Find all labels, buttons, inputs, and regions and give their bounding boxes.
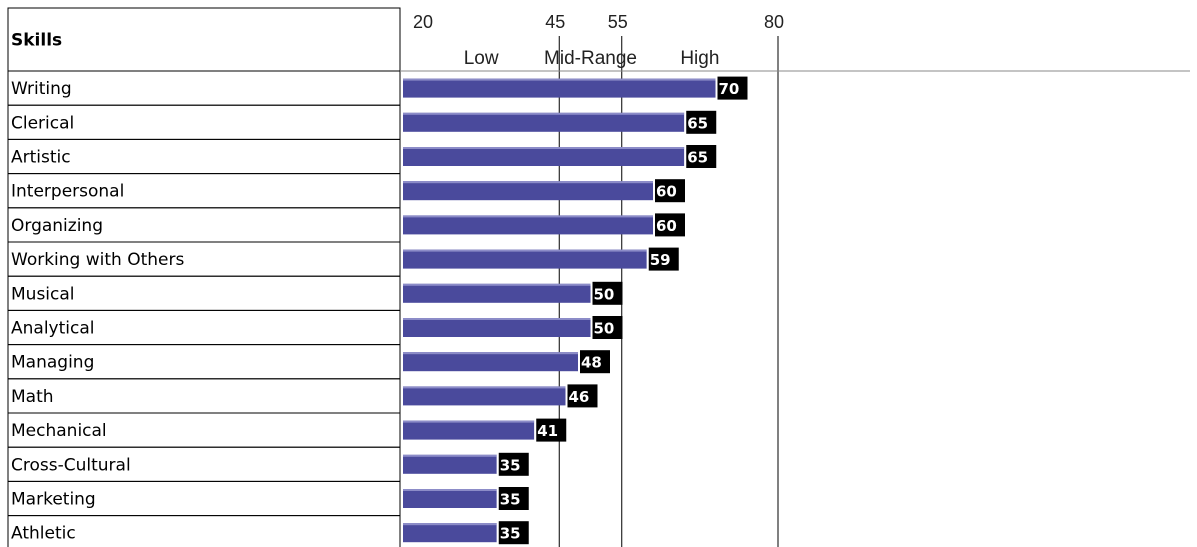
value-label-bg — [686, 145, 717, 168]
skill-bar — [403, 454, 497, 474]
x-tick-label: 45 — [545, 12, 565, 32]
value-label-bg — [580, 350, 610, 374]
value-label: 46 — [569, 388, 590, 406]
value-label: 60 — [656, 183, 677, 201]
skill-label: Working with Others — [11, 250, 184, 270]
value-label: 41 — [537, 422, 558, 440]
skill-label: Math — [11, 387, 54, 407]
skill-bar-highlight — [403, 352, 578, 355]
value-label: 65 — [687, 149, 708, 167]
skill-label: Mechanical — [11, 421, 107, 441]
skill-bar-highlight — [403, 249, 647, 252]
skill-bar — [403, 420, 535, 440]
skill-bar — [403, 318, 591, 337]
skill-label: Writing — [11, 79, 72, 99]
skill-label: Cross-Cultural — [11, 455, 131, 475]
skill-label: Clerical — [11, 113, 74, 133]
value-label: 59 — [650, 251, 671, 269]
skill-bar-highlight — [403, 112, 685, 115]
value-label-bg — [592, 281, 623, 305]
skill-bar — [403, 489, 497, 508]
value-label-bg — [717, 76, 748, 100]
skill-bar-highlight — [403, 420, 535, 423]
skill-bar-highlight — [403, 78, 716, 81]
skill-bar-highlight — [403, 523, 497, 526]
value-label: 35 — [500, 491, 521, 509]
value-label-bg — [498, 487, 529, 510]
skill-label: Organizing — [11, 216, 103, 236]
skill-bar-highlight — [403, 489, 497, 491]
value-label-bg — [686, 110, 717, 134]
skills-header-label: Skills — [11, 31, 62, 51]
skill-bar — [403, 352, 578, 372]
skill-bar — [403, 215, 653, 235]
value-label: 50 — [594, 285, 615, 303]
skill-bar — [403, 523, 497, 543]
skill-label: Managing — [11, 353, 94, 373]
value-label: 50 — [594, 320, 615, 338]
value-label-bg — [567, 384, 598, 408]
skill-bar-highlight — [403, 215, 653, 218]
value-label-bg — [498, 521, 529, 545]
value-label: 35 — [500, 525, 521, 543]
x-tick-label: 80 — [764, 12, 784, 32]
band-label: Mid-Range — [544, 48, 637, 69]
skill-bar — [403, 78, 716, 98]
value-label-bg — [498, 452, 529, 476]
skill-bar-highlight — [403, 386, 566, 389]
skill-label: Artistic — [11, 148, 71, 168]
skill-bar — [403, 181, 653, 201]
skill-label: Athletic — [11, 524, 76, 544]
value-label: 65 — [687, 114, 708, 132]
skill-bar-highlight — [403, 283, 591, 286]
value-label-bg — [592, 316, 623, 339]
skills-header-cell — [7, 7, 401, 72]
skill-label: Analytical — [11, 319, 94, 339]
value-label-bg — [648, 247, 679, 271]
skill-bar — [403, 249, 647, 269]
x-tick-label: 20 — [413, 12, 433, 32]
x-tick-label: 55 — [608, 12, 628, 32]
skill-bar — [403, 283, 591, 303]
band-label: Low — [464, 48, 499, 69]
skill-bar-highlight — [403, 318, 591, 320]
band-label: High — [680, 48, 719, 69]
skill-label: Interpersonal — [11, 182, 124, 202]
skill-row-cell — [7, 378, 401, 414]
value-label: 70 — [719, 80, 740, 98]
skill-bar-highlight — [403, 147, 685, 149]
value-label: 48 — [581, 354, 602, 372]
skill-bar-highlight — [403, 181, 653, 184]
skill-bar — [403, 147, 685, 166]
value-label: 60 — [656, 217, 677, 235]
skill-bar — [403, 112, 685, 132]
value-label-bg — [655, 179, 685, 203]
value-label-bg — [655, 213, 685, 237]
value-label: 35 — [500, 456, 521, 474]
value-label-bg — [536, 418, 567, 442]
skill-bar — [403, 386, 566, 406]
skill-bar-highlight — [403, 454, 497, 457]
skill-label: Marketing — [11, 490, 96, 510]
skill-label: Musical — [11, 284, 75, 304]
